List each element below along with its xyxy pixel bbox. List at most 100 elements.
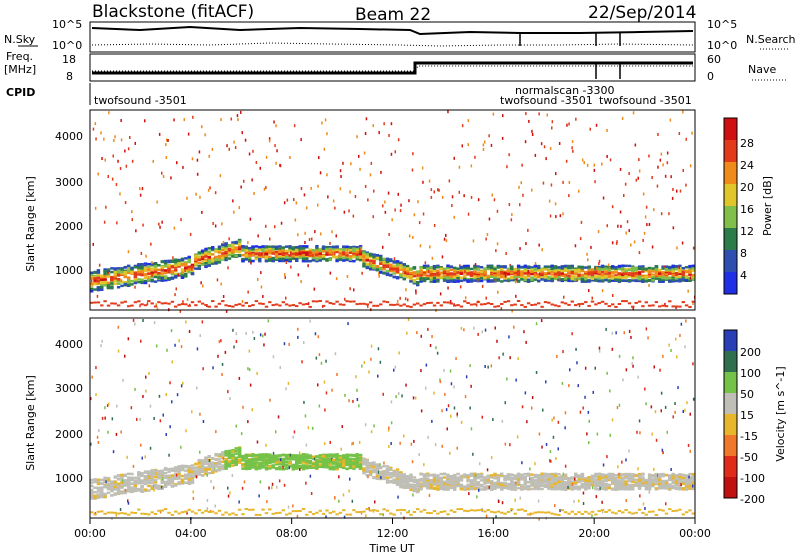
echo-cell — [285, 261, 288, 264]
echo-cell — [651, 276, 655, 279]
echo-cell — [266, 500, 268, 504]
echo-cell — [453, 266, 457, 270]
echo-cell — [318, 509, 322, 512]
echo-cell — [506, 269, 511, 272]
echo-cell — [308, 251, 312, 254]
echo-cell — [133, 489, 138, 493]
echo-cell — [671, 305, 675, 308]
echo-cell — [90, 484, 94, 488]
echo-cell — [402, 473, 406, 476]
echo-cell — [661, 304, 665, 307]
echo-cell — [180, 468, 185, 472]
echo-cell — [200, 461, 205, 464]
echo-cell — [520, 304, 524, 307]
echo-cell — [106, 487, 111, 491]
echo-cell — [409, 271, 413, 275]
echo-cell — [307, 264, 309, 268]
echo-cell — [130, 406, 133, 410]
echo-cell — [308, 305, 312, 308]
echo-cell — [298, 250, 302, 253]
echo-cell — [234, 246, 238, 249]
echo-cell — [370, 161, 373, 165]
echo-cell — [103, 275, 107, 278]
echo-cell — [358, 250, 363, 253]
echo-cell — [429, 266, 433, 269]
echo-cell — [577, 273, 581, 276]
echo-cell — [177, 475, 181, 478]
echo-cell — [442, 267, 447, 271]
echo-cell — [531, 129, 533, 133]
echo-cell — [334, 352, 337, 356]
echo-cell — [533, 303, 538, 306]
echo-cell — [104, 406, 106, 410]
echo-cell — [170, 476, 175, 479]
echo-cell — [187, 472, 191, 475]
echo-cell — [669, 118, 672, 122]
echo-cell — [328, 453, 332, 456]
echo-cell — [503, 277, 507, 280]
echo-cell — [117, 159, 119, 163]
echo-cell — [298, 454, 302, 457]
echo-cell — [631, 272, 635, 275]
echo-cell — [140, 443, 142, 447]
echo-cell — [224, 254, 228, 257]
echo-cell — [235, 424, 237, 428]
echo-cell — [355, 251, 359, 254]
echo-cell — [167, 264, 171, 267]
echo-cell — [103, 484, 107, 488]
echo-cell — [348, 489, 350, 493]
echo-cell — [160, 272, 164, 275]
echo-cell — [140, 271, 144, 274]
echo-cell — [432, 280, 437, 283]
echo-cell — [100, 482, 104, 485]
echo-cell — [174, 473, 178, 477]
echo-cell — [174, 343, 176, 347]
echo-cell — [568, 122, 570, 126]
echo-cell — [619, 210, 622, 214]
echo-cell — [227, 305, 232, 307]
echo-cell — [429, 245, 431, 249]
echo-cell — [211, 469, 215, 472]
echo-cell — [251, 461, 255, 465]
power-ytick-1000: 1000 — [55, 264, 83, 277]
echo-cell — [385, 476, 390, 479]
echo-cell — [369, 254, 373, 257]
echo-cell — [244, 254, 248, 257]
echo-cell — [338, 499, 340, 503]
echo-cell — [666, 151, 669, 155]
echo-cell — [395, 303, 400, 306]
echo-cell — [140, 278, 144, 281]
echo-cell — [177, 471, 181, 474]
echo-cell — [160, 480, 164, 483]
echo-cell — [412, 236, 414, 239]
echo-cell — [170, 176, 172, 180]
echo-cell — [443, 237, 446, 241]
echo-cell — [180, 274, 185, 277]
echo-cell — [143, 281, 148, 285]
echo-cell — [214, 504, 216, 508]
echo-cell — [110, 275, 114, 279]
echo-cell — [574, 268, 578, 272]
echo-cell — [372, 465, 376, 469]
echo-cell — [526, 280, 531, 283]
echo-cell — [348, 513, 353, 516]
echo-cell — [114, 135, 116, 139]
echo-cell — [317, 184, 319, 188]
echo-cell — [140, 488, 144, 491]
echo-cell — [214, 255, 218, 259]
power-cb-frame — [723, 117, 738, 295]
echo-cell — [617, 280, 622, 283]
echo-cell — [399, 508, 403, 511]
echo-cell — [409, 280, 413, 283]
echo-cell — [284, 466, 289, 469]
echo-cell — [584, 301, 588, 304]
echo-cell — [133, 281, 138, 285]
echo-cell — [380, 170, 382, 174]
echo-cell — [291, 252, 296, 255]
echo-cell — [180, 276, 185, 279]
echo-cell — [390, 400, 393, 404]
echo-cell — [395, 481, 400, 484]
echo-cell — [326, 132, 328, 136]
echo-cell — [274, 253, 279, 256]
echo-cell — [387, 428, 390, 432]
